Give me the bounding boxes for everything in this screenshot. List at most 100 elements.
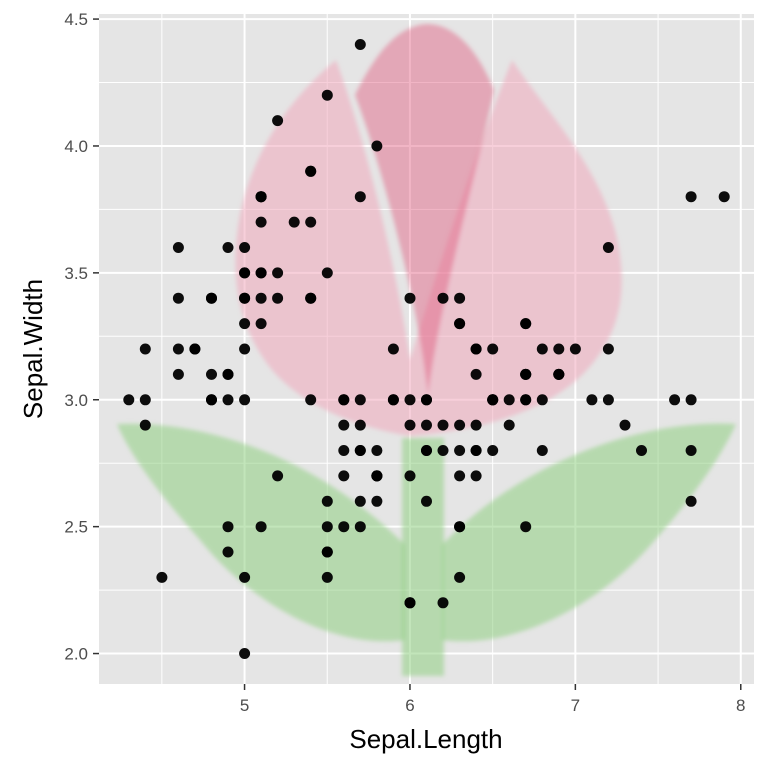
data-point [487, 445, 499, 456]
data-point [520, 521, 532, 533]
data-point [272, 292, 284, 304]
tulip-left-leaf [117, 423, 405, 642]
data-point [305, 394, 317, 406]
data-point [239, 394, 251, 406]
data-point [305, 292, 317, 304]
data-point [619, 419, 631, 431]
data-point [387, 343, 399, 355]
data-point [139, 419, 151, 431]
x-axis: 5 6 7 8 [240, 684, 746, 715]
data-point [371, 445, 383, 456]
data-point [536, 394, 548, 406]
data-point [305, 216, 317, 228]
y-tick-label: 4.5 [64, 10, 88, 29]
data-point [239, 343, 251, 355]
data-point [404, 394, 416, 406]
data-points [123, 39, 730, 659]
data-point [354, 39, 366, 50]
data-point [354, 394, 366, 406]
data-point [189, 343, 201, 355]
data-point [371, 495, 383, 507]
data-point [206, 292, 217, 304]
y-tick-label: 3.0 [64, 391, 88, 410]
data-point [255, 191, 267, 203]
data-point [338, 419, 350, 431]
data-point [222, 546, 234, 558]
data-point [404, 292, 416, 304]
y-tick-label: 2.0 [64, 645, 88, 664]
data-point [669, 394, 681, 406]
data-point [454, 571, 466, 583]
data-point [536, 445, 548, 456]
data-point [454, 318, 466, 330]
data-point [685, 191, 697, 203]
data-point [718, 191, 730, 203]
data-point [321, 546, 333, 558]
data-point [371, 470, 383, 482]
data-point [272, 470, 284, 482]
data-point [123, 394, 135, 406]
data-point [586, 394, 598, 406]
data-point [172, 368, 184, 380]
data-point [421, 495, 432, 507]
data-point [404, 419, 416, 431]
data-point [553, 368, 565, 380]
data-point [338, 445, 350, 456]
data-point [387, 394, 399, 406]
data-point [222, 394, 234, 406]
data-point [685, 495, 697, 507]
data-point [139, 394, 151, 406]
data-point [685, 445, 697, 456]
data-point [239, 292, 251, 304]
data-point [421, 394, 432, 406]
y-tick-label: 4.0 [64, 137, 88, 156]
data-point [354, 521, 366, 533]
y-axis-title: Sepal.Width [18, 279, 48, 419]
data-point [536, 343, 548, 355]
data-point [338, 521, 350, 533]
data-point [454, 445, 466, 456]
data-point [404, 597, 416, 609]
data-point [569, 343, 581, 355]
data-point [470, 368, 482, 380]
data-point [239, 571, 251, 583]
data-point [437, 445, 449, 456]
data-point [487, 394, 499, 406]
x-axis-title: Sepal.Length [349, 724, 502, 754]
data-point [321, 89, 333, 101]
data-point [139, 343, 151, 355]
data-point [454, 419, 466, 431]
data-point [272, 115, 284, 127]
data-point [288, 216, 300, 228]
data-point [354, 191, 366, 203]
data-point [421, 419, 432, 431]
data-point [255, 521, 267, 533]
data-point [255, 318, 267, 330]
tulip-left-petal [235, 60, 410, 436]
data-point [172, 292, 184, 304]
data-point [206, 394, 217, 406]
data-point [222, 368, 234, 380]
data-point [255, 292, 267, 304]
data-point [602, 343, 614, 355]
data-point [636, 445, 647, 456]
data-point [487, 343, 499, 355]
tulip-image [117, 24, 736, 676]
y-axis: 2.0 2.5 3.0 3.5 4.0 4.5 [64, 10, 99, 664]
data-point [172, 343, 184, 355]
data-point [239, 318, 251, 330]
data-point [222, 521, 234, 533]
tulip-right-leaf [442, 423, 736, 642]
data-point [520, 318, 532, 330]
data-point [354, 445, 366, 456]
data-point [371, 140, 383, 152]
data-point [454, 292, 466, 304]
data-point [454, 521, 466, 533]
data-point [156, 571, 168, 583]
tulip-center-petal [355, 24, 494, 395]
data-point [321, 495, 333, 507]
data-point [503, 394, 515, 406]
data-point [437, 292, 449, 304]
data-point [172, 242, 184, 253]
data-point [239, 267, 251, 279]
